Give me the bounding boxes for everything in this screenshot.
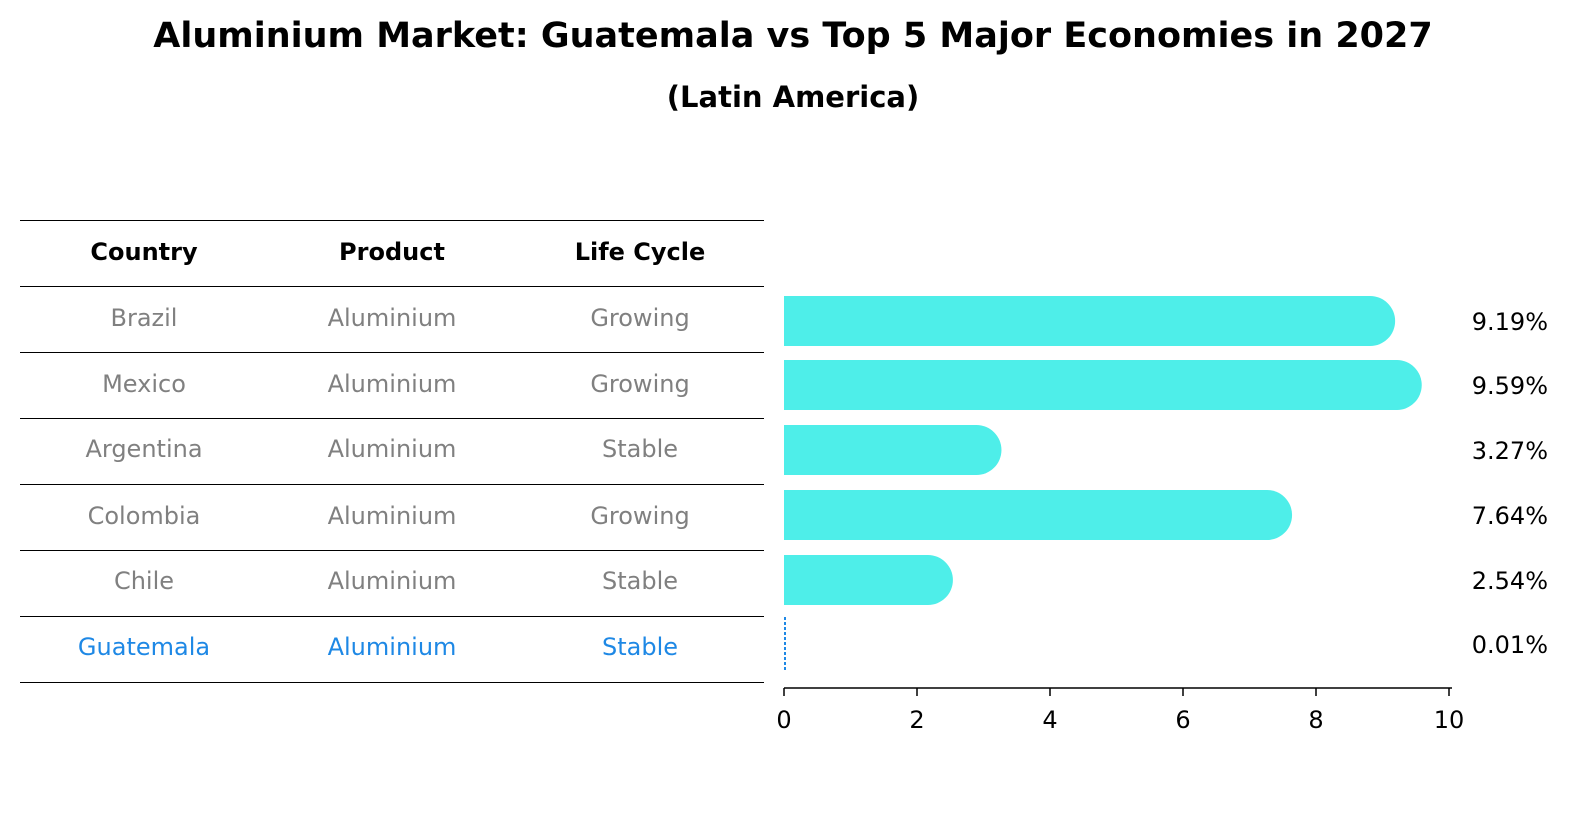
cell-product: Aluminium — [327, 502, 457, 530]
value-label: 9.19% — [1472, 308, 1548, 336]
cell-product: Aluminium — [327, 567, 457, 595]
value-label: 9.59% — [1472, 372, 1548, 400]
table-rule — [20, 682, 764, 683]
cell-country: Argentina — [85, 435, 203, 463]
x-tick-label: 8 — [1308, 706, 1323, 734]
cell-country-highlight: Guatemala — [77, 633, 211, 661]
cell-country: Chile — [113, 567, 175, 595]
cell-life-cycle: Stable — [601, 435, 679, 463]
x-tick-label: 2 — [909, 706, 924, 734]
bar-mexico — [784, 360, 1422, 410]
cell-life-cycle: Growing — [590, 304, 690, 332]
x-tick-label: 0 — [776, 706, 791, 734]
x-tick-label: 10 — [1434, 706, 1465, 734]
cell-country: Mexico — [102, 370, 186, 398]
cell-life-cycle: Growing — [590, 502, 690, 530]
x-tick-label: 4 — [1042, 706, 1057, 734]
cell-product: Aluminium — [327, 370, 457, 398]
bar-brazil — [784, 296, 1396, 346]
cell-life-cycle: Stable — [601, 567, 679, 595]
table-rule — [20, 616, 764, 617]
bar-colombia — [784, 490, 1293, 540]
table-rule — [20, 418, 764, 419]
chart-subtitle: (Latin America) — [666, 80, 920, 114]
cell-product: Aluminium — [327, 304, 457, 332]
cell-country: Brazil — [110, 304, 178, 332]
cell-life-cycle: Growing — [590, 370, 690, 398]
value-label: 3.27% — [1472, 437, 1548, 465]
cell-life-cycle-highlight: Stable — [601, 633, 679, 661]
value-label: 7.64% — [1472, 502, 1548, 530]
column-header-country: Country — [90, 238, 198, 266]
table-rule — [20, 220, 764, 221]
value-label: 0.01% — [1472, 631, 1548, 659]
bar-argentina — [784, 425, 1002, 475]
table-rule — [20, 550, 764, 551]
table-rule — [20, 352, 764, 353]
cell-product: Aluminium — [327, 435, 457, 463]
x-tick-label: 6 — [1175, 706, 1190, 734]
column-header-life-cycle: Life Cycle — [574, 238, 706, 266]
table-rule — [20, 286, 764, 287]
column-header-product: Product — [339, 238, 445, 266]
value-label: 2.54% — [1472, 567, 1548, 595]
bar-chile — [784, 555, 953, 605]
table-rule — [20, 484, 764, 485]
chart-title: Aluminium Market: Guatemala vs Top 5 Maj… — [153, 16, 1433, 56]
cell-country: Colombia — [87, 502, 201, 530]
cell-product-highlight: Aluminium — [327, 633, 457, 661]
